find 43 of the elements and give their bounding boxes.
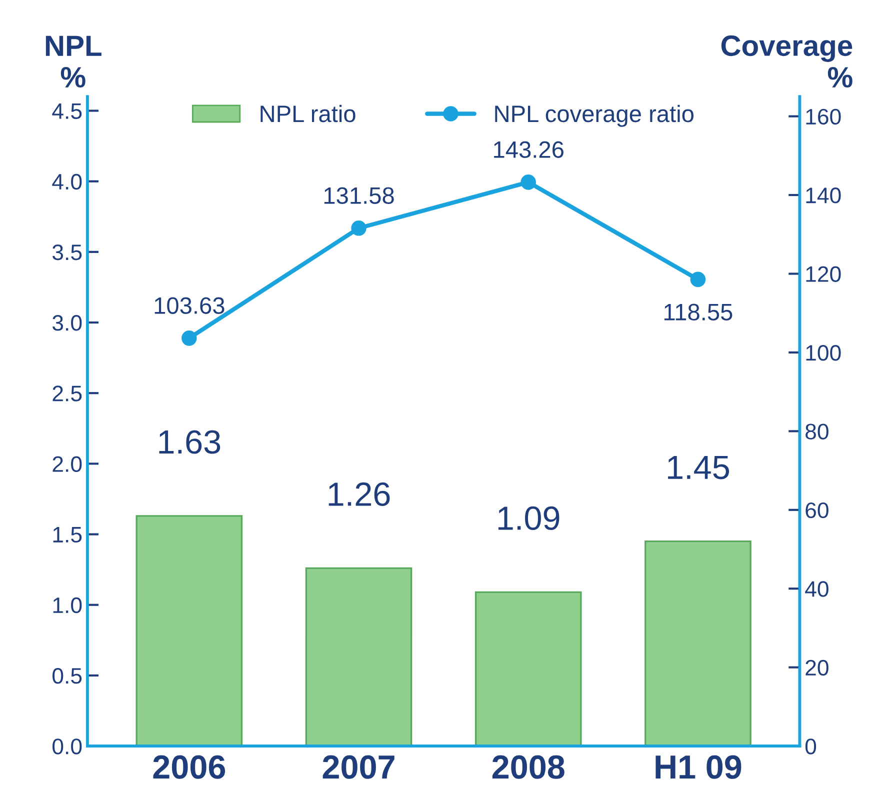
data-label: 1.26: [328, 482, 390, 506]
point: [182, 330, 197, 346]
y2-tick-label: 60: [806, 502, 828, 518]
bar: [305, 567, 412, 746]
y-tick-label: 1.5: [53, 527, 82, 543]
data-label: 143.26: [494, 141, 564, 158]
x-tick-label: 2006: [153, 755, 226, 779]
legend-label: NPL coverage ratio: [495, 104, 694, 127]
point: [351, 220, 366, 236]
data-label: 1.45: [668, 456, 729, 480]
y2-axis-title: Coverage %: [721, 35, 852, 88]
data-label: 118.55: [664, 304, 732, 321]
y2-tick-label: 20: [806, 660, 828, 676]
point: [690, 272, 706, 288]
legend-label: NPL ratio: [260, 104, 356, 122]
data-label: 131.58: [324, 187, 394, 204]
y-tick-label: 0.5: [52, 668, 82, 684]
data-label: 103.63: [154, 297, 224, 314]
data-label: 1.63: [159, 430, 220, 454]
x-tick-label: 2007: [322, 755, 394, 779]
y-tick-label: 3.5: [52, 244, 82, 260]
data-label: 1.09: [498, 506, 560, 530]
x-tick-label: H1 09: [656, 755, 742, 779]
x-tick-label: 2008: [492, 755, 564, 779]
y2-tick-label: 160: [806, 108, 841, 125]
bar: [644, 540, 752, 746]
y2-tick-label: 120: [806, 266, 841, 282]
y-axis-title: NPL %: [46, 36, 102, 88]
point: [520, 174, 536, 190]
y-tick-label: 0.0: [52, 738, 82, 754]
y-tick-label: 2.0: [52, 456, 82, 472]
y2-tick-label: 40: [805, 581, 828, 597]
y-tick-label: 2.5: [52, 386, 82, 402]
bar: [136, 515, 243, 746]
y-tick-label: 1.0: [53, 597, 82, 614]
y-tick-label: 3.0: [52, 315, 82, 331]
y2-tick-label: 0: [805, 738, 816, 754]
y-tick-label: 4.5: [52, 104, 82, 120]
y2-tick-label: 140: [806, 188, 841, 204]
y2-tick-label: 80: [806, 424, 828, 440]
y2-tick-label: 100: [806, 345, 841, 361]
bar: [474, 591, 582, 746]
y-tick-label: 4.0: [52, 174, 82, 190]
